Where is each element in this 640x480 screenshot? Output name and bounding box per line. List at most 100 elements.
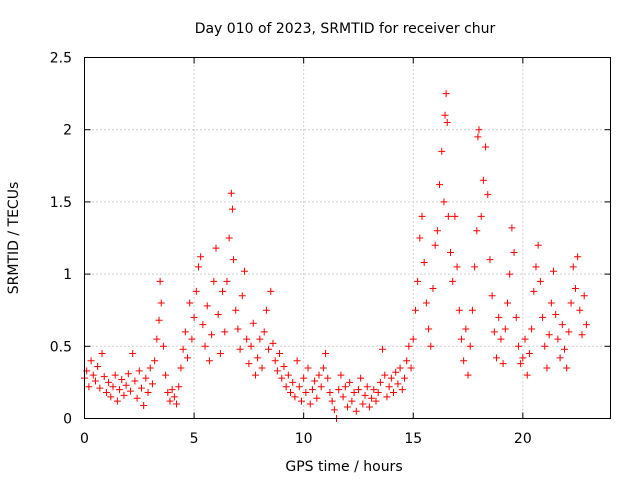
data-point-marker — [488, 292, 496, 300]
data-point-marker — [254, 354, 262, 362]
data-point-marker — [256, 335, 264, 343]
data-point-marker — [219, 287, 227, 295]
data-point-marker — [232, 306, 240, 314]
data-point-marker — [455, 306, 463, 314]
data-point-marker — [539, 313, 547, 321]
data-point-marker — [521, 335, 529, 343]
data-point-marker — [552, 311, 560, 319]
data-point-marker — [311, 377, 319, 385]
data-point-marker — [190, 313, 198, 321]
data-point-marker — [111, 371, 119, 379]
data-point-marker — [514, 342, 522, 350]
data-point-marker — [179, 345, 187, 353]
data-point-marker — [107, 393, 115, 401]
data-point-marker — [243, 335, 251, 343]
data-point-marker — [383, 393, 391, 401]
data-point-marker — [468, 306, 476, 314]
data-point-marker — [462, 325, 470, 333]
data-point-marker — [350, 389, 358, 397]
data-point-marker — [330, 406, 338, 414]
data-point-marker — [363, 383, 371, 391]
data-point-marker — [199, 321, 207, 329]
data-point-marker — [168, 386, 176, 394]
data-point-marker — [131, 377, 139, 385]
data-point-marker — [166, 397, 174, 405]
data-point-marker — [315, 371, 323, 379]
data-point-marker — [319, 364, 327, 372]
data-point-marker — [438, 147, 446, 155]
data-point-marker — [247, 342, 255, 350]
data-point-marker — [262, 306, 270, 314]
data-point-marker — [567, 299, 575, 307]
data-point-marker — [230, 256, 238, 264]
data-point-marker — [300, 374, 308, 382]
data-point-marker — [495, 313, 503, 321]
data-point-marker — [545, 331, 553, 339]
data-point-marker — [91, 377, 99, 385]
y-tick-label: 2 — [63, 123, 72, 139]
data-point-marker — [85, 383, 93, 391]
x-tick-label: 0 — [80, 431, 89, 447]
data-point-marker — [508, 224, 516, 232]
data-point-marker — [326, 389, 334, 397]
data-point-marker — [512, 313, 520, 321]
data-point-marker — [442, 90, 450, 98]
y-tick-label: 1.5 — [50, 195, 72, 211]
data-markers — [81, 90, 590, 422]
data-point-marker — [186, 299, 194, 307]
data-point-marker — [352, 407, 360, 415]
data-point-marker — [530, 287, 538, 295]
data-point-marker — [532, 263, 540, 271]
data-point-marker — [387, 374, 395, 382]
data-point-marker — [175, 383, 183, 391]
data-point-marker — [447, 248, 455, 256]
data-point-marker — [558, 321, 566, 329]
data-point-marker — [271, 357, 279, 365]
data-point-marker — [260, 328, 268, 336]
data-point-marker — [580, 292, 588, 300]
data-point-marker — [578, 331, 586, 339]
y-tick-label: 1 — [63, 267, 72, 283]
data-point-marker — [497, 335, 505, 343]
data-point-marker — [228, 205, 236, 213]
data-point-marker — [460, 357, 468, 365]
data-point-marker — [278, 374, 286, 382]
data-point-marker — [582, 321, 590, 329]
data-point-marker — [517, 360, 525, 368]
x-axis-label: GPS time / hours — [285, 459, 402, 475]
data-point-marker — [427, 342, 435, 350]
data-point-marker — [282, 383, 290, 391]
data-point-marker — [295, 383, 303, 391]
data-point-marker — [359, 400, 367, 408]
data-point-marker — [396, 364, 404, 372]
x-tick-label: 10 — [295, 431, 313, 447]
data-point-marker — [284, 371, 292, 379]
data-point-marker — [519, 354, 527, 362]
data-point-marker — [569, 263, 577, 271]
data-point-marker — [554, 335, 562, 343]
data-point-marker — [501, 325, 509, 333]
data-point-marker — [124, 370, 132, 378]
data-point-marker — [304, 364, 312, 372]
data-point-marker — [236, 345, 244, 353]
data-point-marker — [361, 391, 369, 399]
data-point-marker — [153, 335, 161, 343]
y-tick-label: 0.5 — [50, 339, 72, 355]
data-point-marker — [162, 371, 170, 379]
data-point-marker — [94, 363, 102, 371]
data-point-marker — [181, 328, 189, 336]
data-point-marker — [556, 354, 564, 362]
data-point-marker — [422, 299, 430, 307]
data-point-marker — [122, 381, 130, 389]
data-point-marker — [197, 253, 205, 261]
data-point-marker — [534, 241, 542, 249]
data-point-marker — [506, 270, 514, 278]
data-point-marker — [490, 328, 498, 336]
data-point-marker — [205, 357, 213, 365]
data-point-marker — [151, 357, 159, 365]
data-point-marker — [543, 364, 551, 372]
data-point-marker — [482, 143, 490, 151]
data-point-marker — [317, 383, 325, 391]
data-point-marker — [565, 328, 573, 336]
data-point-marker — [140, 402, 148, 410]
